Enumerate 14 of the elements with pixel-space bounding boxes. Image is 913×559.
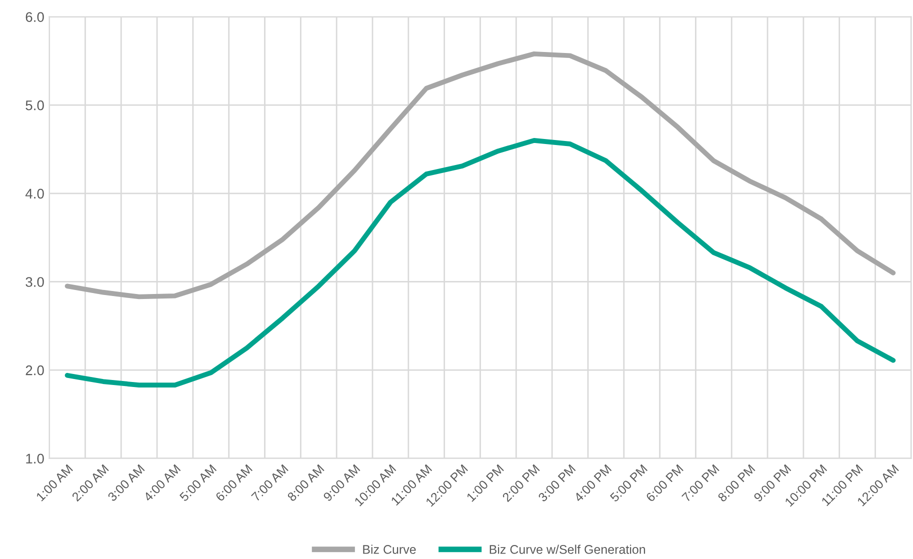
legend-label: Biz Curve w/Self Generation [490,544,646,554]
y-tick-label: 1.0 [26,454,44,464]
x-tick-label: 4:00 AM [143,464,181,502]
y-tick-label: 6.0 [26,12,44,22]
y-tick-label: 4.0 [25,188,44,199]
line-series [64,51,896,300]
x-tick-label: 5:00 PM [610,464,648,502]
y-tick-label: 3.0 [26,277,44,287]
x-tick-label: 5:00 AM [179,464,217,502]
legend-label: Biz Curve [363,544,416,554]
line-series [64,138,896,388]
y-tick-label: 2.0 [26,365,44,376]
y-tick-label: 5.0 [26,100,44,110]
x-tick-label: 7:00 AM [250,464,288,502]
